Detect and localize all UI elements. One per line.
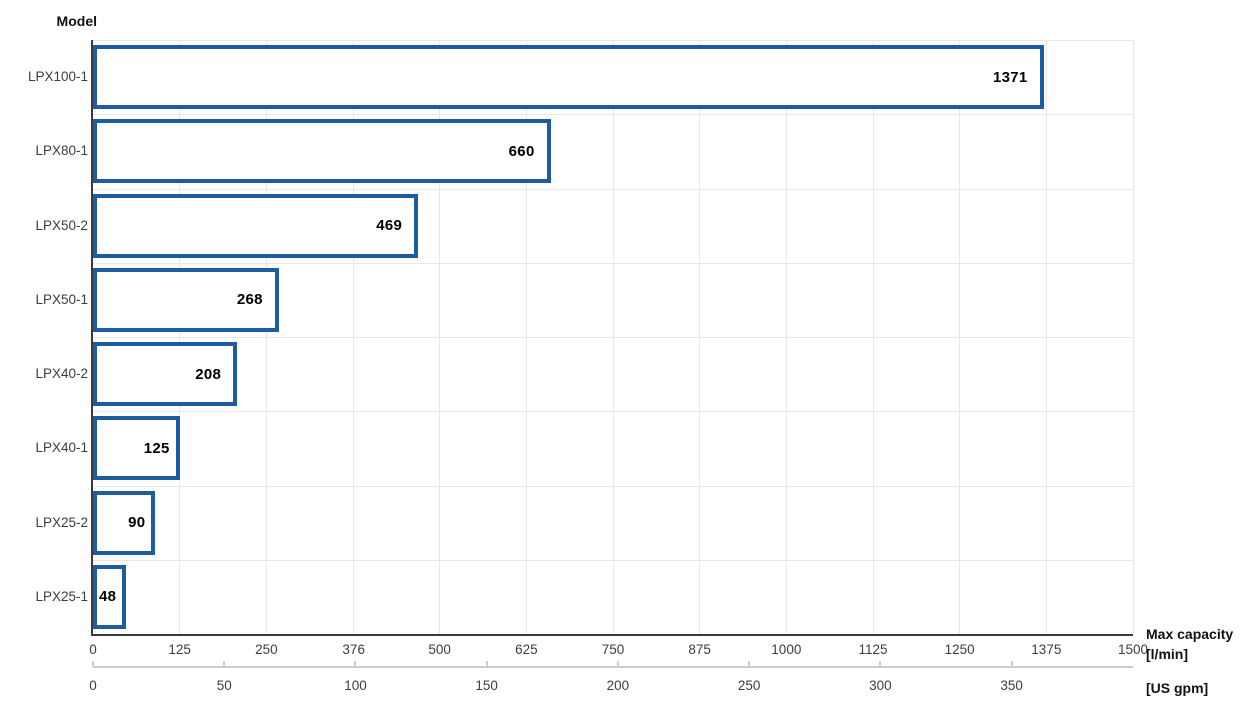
bar-LPX50-2: 469 [93,193,419,258]
bar-LPX40-1: 125 [93,416,180,481]
usgpm-axis-line [93,666,1133,668]
gridline-horizontal [93,337,1133,338]
bar-LPX25-1: 48 [93,564,127,629]
tick-label-lmin-1500: 1500 [1117,642,1149,657]
tick-label-usgpm-50: 50 [216,678,232,693]
bar-value-label: 90 [128,514,146,531]
usgpm-tick-mark-350 [1010,661,1013,666]
gridline-vertical [1132,40,1134,634]
y-axis-title: Model [56,13,97,29]
bar-value-label: 268 [236,291,263,309]
gridline-horizontal [93,40,1133,41]
usgpm-tick-mark-50 [223,661,226,666]
tick-label-lmin-875: 875 [688,642,711,657]
gridline-horizontal [93,411,1133,413]
x-axis-unit-lmin: [l/min] [1146,646,1188,662]
usgpm-tick-mark-100 [354,661,357,666]
tick-label-lmin-625: 625 [515,642,538,657]
category-label-LPX50-1: LPX50-1 [35,291,88,307]
bar-LPX100-1: 1371 [93,45,1044,109]
tick-label-lmin-1250: 1250 [944,642,975,657]
tick-label-lmin-376: 376 [342,642,365,657]
tick-label-usgpm-150: 150 [475,678,498,693]
bar-value-label: 660 [508,142,535,160]
category-label-LPX40-1: LPX40-1 [35,440,88,456]
bar-value-label: 48 [98,588,117,606]
bar-value-label: 469 [376,217,403,234]
bar-LPX80-1: 660 [93,119,551,184]
tick-label-lmin-250: 250 [255,642,278,657]
plot-area: 1371 660 469 268 208 125 90 48 [91,40,1134,636]
tick-label-lmin-500: 500 [428,642,451,657]
gridline-horizontal [93,188,1133,190]
tick-label-lmin-1375: 1375 [1031,642,1062,657]
tick-label-usgpm-0: 0 [89,678,97,693]
tick-label-usgpm-300: 300 [869,678,892,693]
bar-LPX50-1: 268 [93,267,279,332]
bar-value-label: 1371 [992,68,1028,86]
tick-label-lmin-1000: 1000 [771,642,802,657]
category-label-LPX50-2: LPX50-2 [35,217,88,233]
category-label-LPX80-1: LPX80-1 [35,143,88,159]
tick-label-usgpm-350: 350 [1000,678,1023,693]
gridline-horizontal [93,114,1133,116]
usgpm-tick-mark-0 [92,661,94,666]
category-label-LPX25-1: LPX25-1 [35,588,88,604]
usgpm-tick-mark-150 [485,661,488,666]
gridline-horizontal [93,485,1133,487]
usgpm-tick-mark-250 [748,661,751,666]
category-label-LPX100-1: LPX100-1 [27,69,88,85]
bar-LPX40-2: 208 [93,342,238,406]
bar-LPX25-2: 90 [93,490,156,555]
category-label-LPX40-2: LPX40-2 [35,366,88,382]
x-axis-unit-usgpm: [US gpm] [1146,680,1209,696]
usgpm-tick-mark-200 [616,661,619,666]
gridline-horizontal [93,559,1133,561]
tick-label-usgpm-250: 250 [737,678,761,693]
x-axis-title: Max capacity [1146,626,1234,642]
usgpm-tick-mark-300 [879,661,882,666]
category-label-LPX25-2: LPX25-2 [35,514,88,530]
tick-label-lmin-0: 0 [89,642,97,657]
gridline-horizontal [93,262,1133,264]
bar-value-label: 208 [195,365,222,383]
bar-value-label: 125 [143,439,170,457]
tick-label-lmin-1125: 1125 [858,642,888,657]
tick-label-lmin-125: 125 [168,642,191,657]
tick-label-usgpm-100: 100 [344,678,367,693]
tick-label-usgpm-200: 200 [606,678,630,693]
tick-label-lmin-750: 750 [601,642,625,657]
